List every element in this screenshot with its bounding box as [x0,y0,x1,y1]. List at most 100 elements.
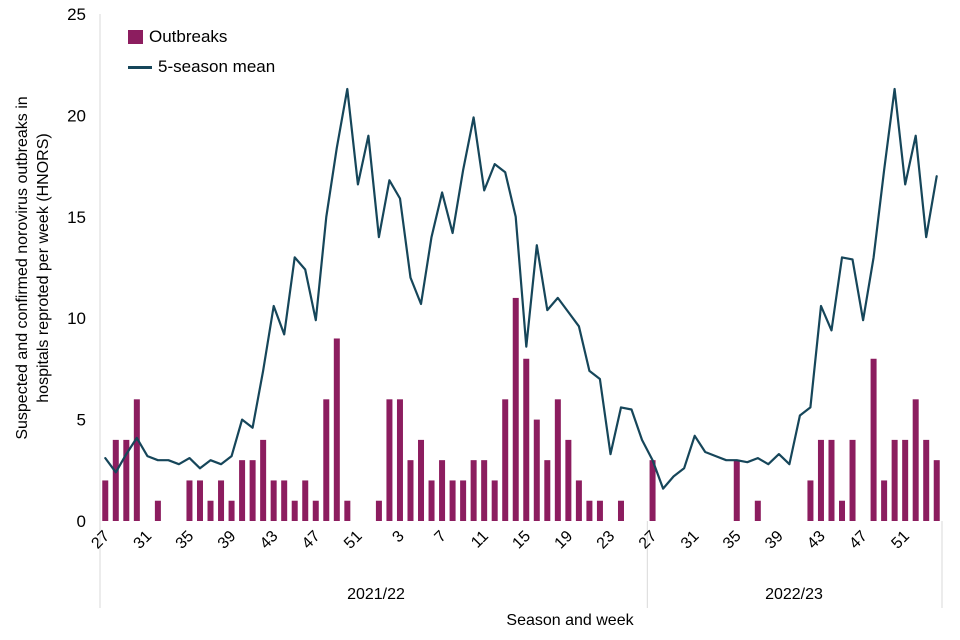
outbreak-bar [891,439,898,521]
mean-line-swatch [128,65,152,69]
outbreak-bar [502,399,509,521]
outbreak-bar [249,460,256,521]
outbreak-bar [418,439,425,521]
outbreak-bar [649,460,656,521]
x-axis-tick-label: 47 [846,528,871,553]
x-axis-tick-label: 3 [389,528,407,546]
outbreak-bar [375,500,382,521]
outbreak-bar [228,500,235,521]
outbreak-bar [849,439,856,521]
outbreak-bar [491,480,498,521]
x-axis-tick-label: 27 [636,528,661,553]
outbreak-bar [260,439,267,521]
outbreak-bar [281,480,288,521]
outbreak-bar [554,399,561,521]
outbreak-bar [617,500,624,521]
outbreak-bar [186,480,193,521]
outbreak-bar [439,460,446,521]
outbreak-bar [523,358,530,521]
outbreak-bar [218,480,225,521]
y-axis-title-line-1: Suspected and confirmed norovirus outbre… [14,96,32,440]
outbreak-bar [123,439,130,521]
x-axis-tick-label: 51 [888,528,913,553]
outbreak-bar [912,399,919,521]
outbreak-bar [923,439,930,521]
outbreak-bar [460,480,467,521]
y-axis-tick-label: 10 [67,309,86,328]
outbreak-bar [302,480,309,521]
legend: Outbreaks 5-season mean [128,22,275,82]
legend-item-mean: 5-season mean [128,52,275,82]
outbreak-bar [470,460,477,521]
y-axis-tick-label: 20 [67,106,86,125]
x-axis-tick-label: 43 [804,528,829,553]
outbreak-bar [544,460,551,521]
x-axis-title: Season and week [506,612,634,629]
x-axis-tick-label: 7 [432,528,450,546]
season-label-2022-23: 2022/23 [765,586,823,603]
legend-outbreaks-label: Outbreaks [149,27,228,46]
y-axis-tick-label: 5 [77,411,86,430]
outbreak-bar [396,399,403,521]
outbreak-bar [575,480,582,521]
legend-item-outbreaks: Outbreaks [128,22,275,52]
x-axis-tick-label: 35 [173,528,198,553]
outbreak-bar [428,480,435,521]
outbreak-bar [102,480,109,521]
outbreak-bar [586,500,593,521]
outbreak-bar [112,439,119,521]
outbreak-bar [565,439,572,521]
outbreak-bar [207,500,214,521]
x-axis-tick-label: 23 [594,528,619,553]
outbreak-bar [754,500,761,521]
outbreak-bar [828,439,835,521]
x-axis-tick-label: 39 [215,528,240,553]
outbreak-bar [933,460,940,521]
x-axis-tick-label: 47 [299,528,324,553]
outbreak-bar [133,399,140,521]
outbreak-bar [407,460,414,521]
x-axis-tick-label: 27 [88,528,113,553]
y-axis-tick-label: 15 [67,208,86,227]
x-axis-tick-label: 11 [468,528,492,552]
outbreak-bar [239,460,246,521]
outbreak-bar [596,500,603,521]
outbreak-bar [512,297,519,521]
outbreak-bar [733,460,740,521]
mean-line [104,87,938,490]
outbreak-bar [481,460,488,521]
y-axis-tick-label: 25 [67,5,86,24]
x-axis-tick-label: 35 [720,528,745,553]
x-axis-tick-label: 31 [678,528,703,553]
outbreak-bar [323,399,330,521]
outbreak-bar [902,439,909,521]
outbreak-bar [344,500,351,521]
outbreak-bar [533,419,540,521]
outbreak-bar [817,439,824,521]
outbreak-bar [196,480,203,521]
x-axis-tick-label: 31 [131,528,156,553]
x-axis-tick-label: 51 [341,528,366,553]
outbreak-bar [291,500,298,521]
outbreak-bar [839,500,846,521]
outbreak-bar [449,480,456,521]
outbreak-bar [807,480,814,521]
outbreaks-bar-swatch [128,30,143,44]
outbreak-bar [333,338,340,521]
outbreak-bar [386,399,393,521]
outbreak-bar [881,480,888,521]
x-axis-tick-label: 43 [257,528,282,553]
y-axis-tick-label: 0 [77,512,86,531]
x-axis-tick-label: 19 [552,528,577,553]
legend-mean-label: 5-season mean [158,57,276,76]
y-axis-title: Suspected and confirmed norovirus outbre… [13,8,55,528]
outbreak-bar [312,500,319,521]
x-axis-tick-label: 15 [509,528,534,553]
outbreak-bar [154,500,161,521]
y-axis-title-line-2: hospitals reproted per week (HNORS) [35,133,52,403]
outbreak-bar [870,358,877,521]
outbreak-bar [270,480,277,521]
x-axis-tick-label: 39 [762,528,787,553]
season-label-2021-22: 2021/22 [347,586,405,603]
